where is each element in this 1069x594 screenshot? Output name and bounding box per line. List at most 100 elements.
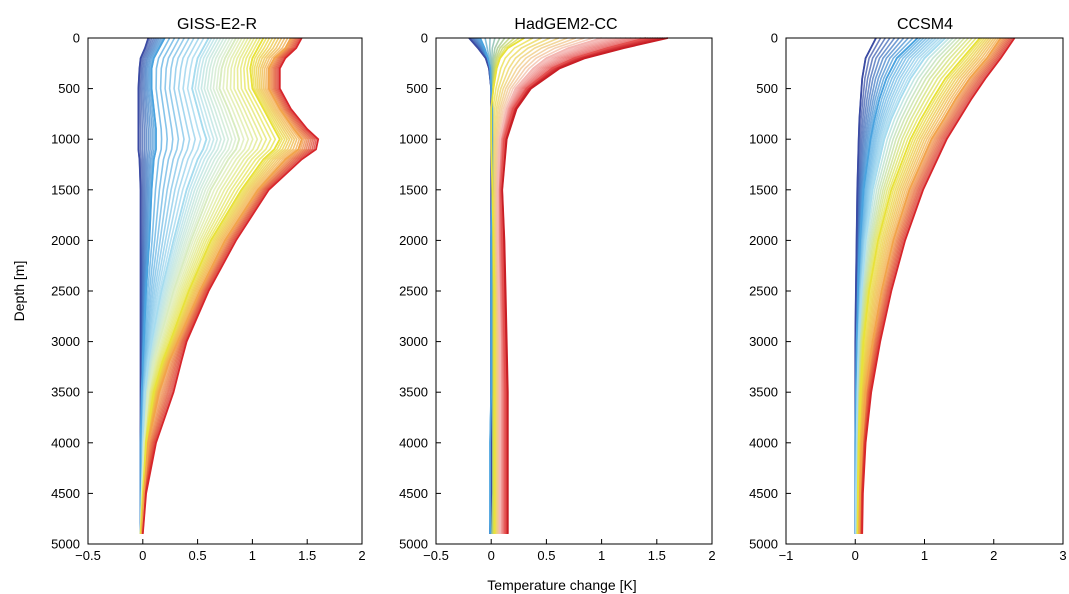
profile-line xyxy=(500,37,656,534)
series-line xyxy=(139,37,166,534)
plot-frame xyxy=(87,37,363,545)
series-line xyxy=(856,37,981,534)
series-line xyxy=(139,37,281,534)
panel-giss-e2-r: GISS-E2-R 0 500 1000 1500 2000 2500 3000 3500 40… xyxy=(51,16,366,563)
y-tick-label: 500 xyxy=(406,81,428,96)
y-tick-label: 2000 xyxy=(749,233,778,248)
profile-line xyxy=(500,37,654,534)
series-line xyxy=(500,37,647,534)
panel-title: HadGEM2-CC xyxy=(514,16,617,33)
profile-line xyxy=(498,37,622,534)
y-tick-label: 0 xyxy=(421,31,428,46)
series-line xyxy=(139,37,210,534)
x-tick-label: 0.5 xyxy=(189,548,207,563)
series-line xyxy=(861,37,1016,534)
y-tick-label: 3500 xyxy=(51,385,80,400)
y-tick-label: 5000 xyxy=(749,537,778,552)
panel-ccsm4: CCSM4 0 500 1000 1500 2000 2500 3000 3500 4000 45… xyxy=(749,16,1067,563)
x-tick-label: 0 xyxy=(139,548,146,563)
profile-line xyxy=(500,37,659,534)
profile-line xyxy=(499,37,637,534)
profile-line xyxy=(141,37,318,534)
series-line xyxy=(496,37,602,534)
x-tick-label: 3 xyxy=(1059,548,1066,563)
x-tick-label: 2 xyxy=(708,548,715,563)
profile-line xyxy=(141,37,310,534)
x-tick-label: 0.5 xyxy=(537,548,555,563)
profile-line xyxy=(499,37,642,534)
y-tick-label: 2500 xyxy=(399,284,428,299)
y-tick-label: 4000 xyxy=(749,435,778,450)
profile-line xyxy=(473,37,493,534)
x-tick-label: 2 xyxy=(990,548,997,563)
y-tick-label: 1500 xyxy=(749,182,778,197)
y-tick-label: 3000 xyxy=(399,334,428,349)
profile-line xyxy=(469,37,493,534)
panel-title: CCSM4 xyxy=(897,16,953,33)
y-tick-label: 2000 xyxy=(51,233,80,248)
y-tick-label: 1000 xyxy=(399,132,428,147)
y-tick-label: 4500 xyxy=(399,486,428,501)
x-tick-label: −0.5 xyxy=(423,548,449,563)
y-tick-label: 0 xyxy=(771,31,778,46)
y-tick-label: 2500 xyxy=(51,284,80,299)
y-tick-label: 1000 xyxy=(749,132,778,147)
series-line xyxy=(139,37,241,534)
series-line xyxy=(501,37,669,534)
profile-line xyxy=(498,37,617,534)
profile-line xyxy=(501,37,666,534)
series-line xyxy=(855,37,946,534)
x-tick-label: 1 xyxy=(249,548,256,563)
profile-line xyxy=(470,37,493,534)
series-line xyxy=(854,37,919,534)
y-tick-label: 4500 xyxy=(51,486,80,501)
x-tick-label: 0 xyxy=(852,548,859,563)
y-tick-label: 3500 xyxy=(749,385,778,400)
profile-line xyxy=(141,37,316,534)
plot-frame xyxy=(435,37,713,545)
x-axis-label: Temperature change [K] xyxy=(487,577,636,593)
y-tick-label: 2000 xyxy=(399,233,428,248)
profile-line xyxy=(501,37,664,534)
profile-line xyxy=(141,37,309,534)
profile-line xyxy=(500,37,649,534)
y-tick-label: 2500 xyxy=(749,284,778,299)
y-tick-label: 1500 xyxy=(399,182,428,197)
profile-line xyxy=(468,37,493,534)
y-tick-label: 500 xyxy=(756,81,778,96)
panel-hadgem2-cc: HadGEM2-CC 0 500 1000 1500 2000 2500 3000 3500 4… xyxy=(399,16,716,563)
x-tick-label: 1.5 xyxy=(298,548,316,563)
y-tick-label: 1500 xyxy=(51,182,80,197)
y-tick-label: 1000 xyxy=(51,132,80,147)
x-tick-label: 1.5 xyxy=(648,548,666,563)
profile-line xyxy=(141,37,305,534)
x-tick-label: 0 xyxy=(488,548,495,563)
y-tick-label: 5000 xyxy=(399,537,428,552)
profile-line xyxy=(500,37,647,534)
series-line xyxy=(140,37,303,534)
profile-line xyxy=(501,37,661,534)
y-tick-label: 3500 xyxy=(399,385,428,400)
y-tick-label: 4500 xyxy=(749,486,778,501)
y-axis-label: Depth [m] xyxy=(11,261,27,322)
x-tick-label: −1 xyxy=(779,548,794,563)
x-tick-label: 1 xyxy=(598,548,605,563)
series-line xyxy=(490,37,525,534)
series-line xyxy=(858,37,1002,534)
series-line xyxy=(137,37,150,534)
x-tick-label: 2 xyxy=(358,548,365,563)
profile-line xyxy=(500,37,651,534)
profile-line xyxy=(498,37,627,534)
panel-title: GISS-E2-R xyxy=(177,16,257,33)
profile-line xyxy=(141,37,314,534)
y-tick-label: 3000 xyxy=(51,334,80,349)
profile-line xyxy=(472,37,493,534)
profile-line xyxy=(141,37,312,534)
y-tick-label: 5000 xyxy=(51,537,80,552)
series-line xyxy=(141,37,320,534)
profile-line xyxy=(141,37,307,534)
y-tick-label: 3000 xyxy=(749,334,778,349)
y-tick-label: 0 xyxy=(73,31,80,46)
x-tick-label: 1 xyxy=(921,548,928,563)
